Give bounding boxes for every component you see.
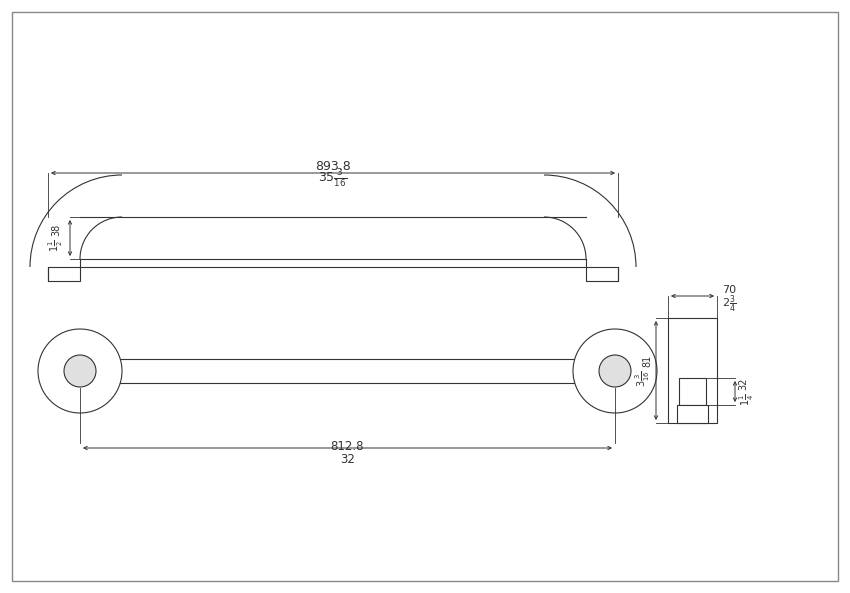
Text: 812.8: 812.8 <box>331 440 365 453</box>
Circle shape <box>573 329 657 413</box>
Text: $1\frac{1}{4}$: $1\frac{1}{4}$ <box>738 393 756 406</box>
Text: $1\frac{1}{2}$: $1\frac{1}{2}$ <box>47 240 65 252</box>
Text: 893.8: 893.8 <box>315 160 351 173</box>
Bar <box>677 405 708 423</box>
Text: 38: 38 <box>51 224 61 236</box>
Bar <box>679 378 706 405</box>
Text: 32: 32 <box>340 453 355 466</box>
Text: 81: 81 <box>642 355 652 366</box>
Bar <box>48 267 80 281</box>
Text: 70: 70 <box>722 285 736 295</box>
Bar <box>668 318 717 423</box>
Text: $35\frac{3}{16}$: $35\frac{3}{16}$ <box>319 167 348 189</box>
Circle shape <box>38 329 122 413</box>
Circle shape <box>599 355 631 387</box>
Text: $2\frac{3}{4}$: $2\frac{3}{4}$ <box>722 294 736 315</box>
Circle shape <box>64 355 96 387</box>
Text: $3\frac{3}{16}$: $3\frac{3}{16}$ <box>634 370 652 387</box>
Bar <box>586 267 618 281</box>
Text: 32: 32 <box>738 377 748 390</box>
